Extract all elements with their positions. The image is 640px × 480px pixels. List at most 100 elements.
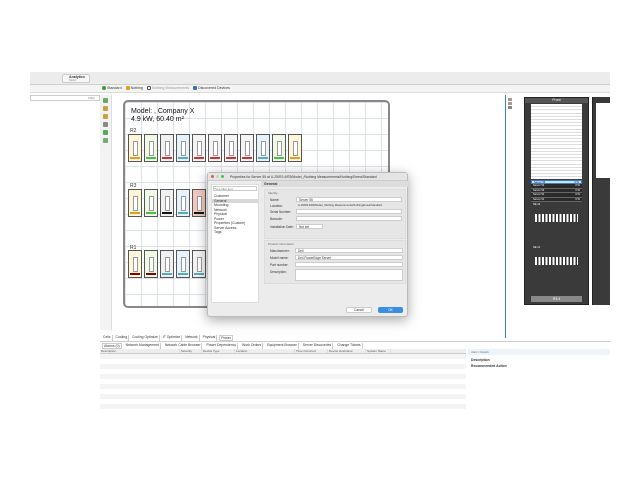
floor-rack[interactable] [160,250,174,278]
floor-rack[interactable] [288,134,302,162]
layer-icon[interactable] [103,130,108,135]
floor-rack[interactable] [144,250,158,278]
manufacturer-field[interactable]: Dell [295,248,403,253]
floor-rack[interactable] [128,189,142,217]
tab[interactable]: Network Cable Browser [164,343,203,349]
search-input[interactable] [30,95,100,101]
tab-measurements[interactable]: Nothing Measurements [146,86,190,90]
server-name: Server 55 [534,181,546,184]
rack-server[interactable]: Server 55 0 W [531,180,582,185]
serial-field[interactable] [296,209,402,214]
tab[interactable]: Cells [103,335,113,341]
install-date-field[interactable]: Not set [296,224,323,229]
minimize-button[interactable] [216,175,219,178]
model-field[interactable]: Dell PowerEdge Server [295,255,403,260]
floor-rack[interactable] [128,134,142,162]
rack-server[interactable]: Server 54 0 W [531,184,582,189]
nav-item[interactable]: Server Access [214,225,237,230]
column-header[interactable]: Device Hostname [328,349,366,353]
tab[interactable]: Equipment Browser [267,343,299,349]
patch-panel [535,256,578,265]
floor-rack[interactable] [176,134,190,162]
name-label: Name: [270,198,280,202]
floor-rack[interactable] [224,134,238,162]
floor-rack[interactable] [176,189,190,217]
tab-label: Nothing Measurements [151,86,190,90]
view-tabs-bar: Standard Nothing Nothing Measurements Di… [30,85,610,93]
zoom-out-icon[interactable] [103,114,108,119]
tab[interactable]: Network [185,335,200,341]
rack-title: Front [525,98,588,103]
zoom-in-icon[interactable] [103,106,108,111]
column-header[interactable]: Device Type [202,349,235,353]
zoom-out-icon[interactable] [508,102,512,105]
floor-rack[interactable] [208,134,222,162]
nav-item[interactable]: Power [214,216,224,221]
floor-rack[interactable] [240,134,254,162]
alarm-details-panel: Alarm Details Description Recommended Ac… [468,349,610,411]
tab[interactable]: Power [219,335,233,341]
floor-model: Model: , Company X [131,108,195,115]
nav-item[interactable]: Properties (Custom) [214,221,246,225]
floor-rack[interactable] [192,189,206,217]
rack-elevation[interactable]: Front Server 55 0 W Server 54 0 W Server 53 0… [524,97,589,305]
rack-unit [531,126,582,130]
nav-item[interactable]: General [212,198,258,203]
nav-item[interactable]: Physical [214,212,228,216]
select-tool-icon[interactable] [103,98,108,103]
cancel-button[interactable]: Cancel [346,307,372,313]
tab[interactable]: Power Dependency [206,343,239,349]
tab[interactable]: Change Tickets [337,343,363,349]
floor-rack[interactable] [160,134,174,162]
tab[interactable]: Work Orders [242,343,264,349]
tab-discovered-devices[interactable]: Discovered Devices [193,86,230,90]
floor-rack[interactable] [160,189,174,217]
column-header[interactable]: Location [235,349,295,353]
tab[interactable]: Cooling [115,335,130,341]
tab[interactable]: IT Optimize [162,335,183,341]
server-power: 0 W [574,181,579,184]
workspace-selector[interactable]: Analytics Rack3 [62,74,90,83]
tab[interactable]: Alarms (0) [102,343,122,349]
fit-icon[interactable] [103,122,108,127]
rack-server[interactable]: Server 53 0 W [531,188,582,194]
maximize-button[interactable] [221,175,224,178]
nav-item[interactable]: Mounting [214,203,229,207]
floor-rack[interactable] [144,134,158,162]
tab[interactable]: Server Discoveries [302,343,334,349]
description-field[interactable] [295,269,403,281]
rack-server[interactable]: Server 51 0 W [531,197,582,202]
floor-rack[interactable] [176,250,190,278]
column-header[interactable]: Time Occurred [295,349,328,353]
barcode-field[interactable] [296,216,402,221]
tab[interactable]: Network Management [125,343,161,349]
floor-rack[interactable] [192,134,206,162]
tab[interactable]: Physical [202,335,218,341]
tab[interactable]: Cooling Optimize [132,335,160,341]
zoom-in-icon[interactable] [508,98,512,101]
floor-rack[interactable] [128,250,142,278]
nav-item[interactable]: Network [214,207,227,212]
column-header[interactable]: Severity [180,349,202,353]
close-button[interactable] [211,175,214,178]
floor-rack[interactable] [256,134,270,162]
ok-button[interactable]: OK [378,307,403,313]
floor-rack[interactable] [272,134,286,162]
filter-input[interactable] [213,186,257,191]
tab-label: Discovered Devices [198,86,230,90]
name-field[interactable]: Server 55 [296,197,402,202]
tab-nothing[interactable]: Nothing [125,86,143,90]
column-header[interactable]: Description [100,349,180,353]
tab-standard[interactable]: Standard [102,86,122,90]
fit-icon[interactable] [508,106,512,109]
rack-server[interactable]: Server 52 0 W [531,193,582,198]
nav-item[interactable]: Tags [214,230,222,234]
nav-item[interactable]: Customer [214,194,230,198]
part-field[interactable] [295,262,403,267]
filter-icon[interactable] [103,138,108,143]
floor-rack[interactable] [192,250,206,278]
rack-elevation-2[interactable] [592,97,610,305]
floor-rack[interactable] [144,189,158,217]
column-header[interactable]: System Name [366,349,391,353]
right-divider[interactable] [505,95,506,338]
